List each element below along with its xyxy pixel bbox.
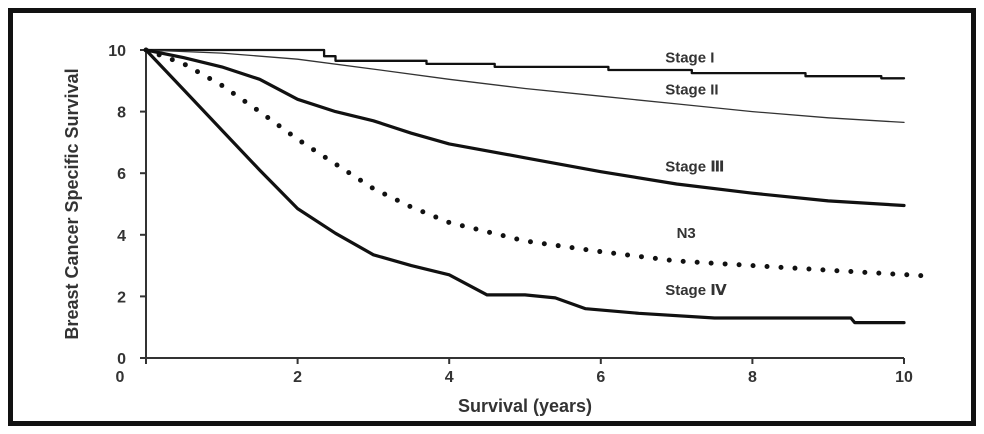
labels-layer: Stage I Stage II Stage Ⅲ N3 Stage Ⅳ [665,49,727,299]
y-tick-label: 10 [108,43,126,60]
series-line-3 [143,47,937,279]
axes: 0 2 4 6 8 10 0 2 4 6 8 10 [108,43,913,386]
series-line-0 [144,48,906,80]
x-tick-label: 10 [895,369,913,386]
series-label-0: Stage I [665,49,714,66]
series-label-1: Stage II [665,82,718,99]
y-tick-label: 8 [117,105,126,122]
series-line-1 [145,49,905,124]
chart-frame [8,8,976,426]
x-tick-label: 0 [116,369,125,386]
y-axis-title: Breast Cancer Specific Survival [62,68,82,339]
y-tick-label: 6 [117,166,126,183]
series-label-4: Stage Ⅳ [665,282,727,299]
x-tick-label: 8 [748,369,757,386]
series-label-2: Stage Ⅲ [665,159,724,176]
x-tick-label: 2 [293,369,302,386]
y-tick-label: 0 [117,351,126,368]
series-label-3: N3 [677,225,696,242]
y-tick-label: 2 [117,289,126,306]
x-tick-label: 6 [596,369,605,386]
y-tick-label: 4 [117,228,126,245]
x-tick-label: 4 [445,369,454,386]
series-line-2 [144,48,906,208]
x-axis-title: Survival (years) [458,396,592,416]
series-line-4 [144,48,906,325]
series-layer [143,47,937,325]
